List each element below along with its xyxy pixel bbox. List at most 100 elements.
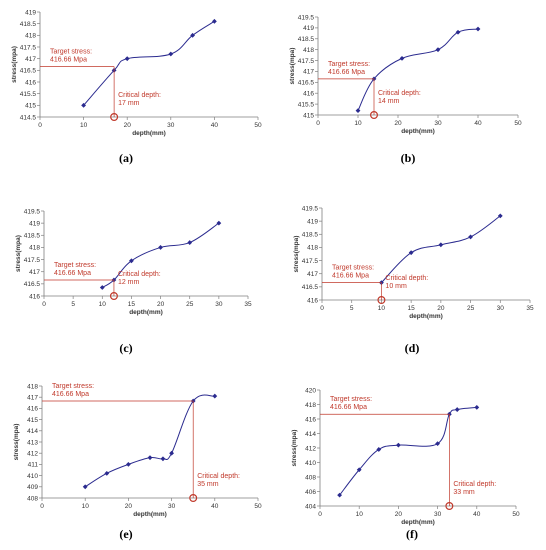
target-stress-line1: Target stress: [328,61,370,68]
data-point [337,492,343,498]
x-tick-label: 20 [157,301,165,308]
critical-depth-annotation: Critical depth: 35 mm [197,473,240,488]
series-line [381,215,501,284]
critical-depth-marker [189,494,198,503]
data-point [435,47,441,53]
data-point [125,461,131,467]
y-tick-label: 419.5 [298,14,315,21]
y-tick-label: 416.5 [24,281,41,288]
y-tick-label: 417 [29,269,40,276]
critical-depth-marker [377,296,386,305]
y-tick-label: 418.5 [302,232,319,239]
x-tick-label: 15 [128,301,136,308]
chart-panel-2: 415 415.5 416 416.5 417 417.5 418 418.5 419 419.5… [289,14,522,165]
y-axis-label: stress(mpa) [13,424,20,461]
y-tick-label: 418 [303,47,314,54]
target-stress-annotation: Target stress: 416.66 Mpa [330,396,372,411]
critical-depth-line2: 14 mm [378,98,400,105]
x-tick-label: 40 [474,120,482,127]
y-tick-label: 420 [305,387,316,394]
data-point [129,258,134,264]
x-tick-label: 10 [378,305,386,312]
data-point [168,51,174,57]
y-tick-label: 410 [27,473,38,480]
data-point [169,450,175,456]
y-tick-label: 418.5 [20,21,37,28]
chart-panel-1: 414.5 415 415.5 416 416.5 417 417.5 418 418.5 419… [11,9,262,165]
critical-depth-annotation: Critical depth: 12 mm [118,271,161,286]
critical-depth-line2: 33 mm [453,489,475,496]
critical-depth-line1: Critical depth: [378,90,421,97]
target-stress-line1: Target stress: [332,265,374,272]
y-tick-label: 416 [29,293,40,300]
target-stress-line2: 416.66 Mpa [54,270,91,277]
y-tick-label: 419.5 [24,208,41,215]
series-line [84,394,215,488]
data-point [124,56,130,62]
data-point [474,404,480,410]
target-stress-line1: Target stress: [50,49,92,56]
y-tick-label: 412 [305,445,316,452]
critical-depth-line2: 17 mm [118,100,140,107]
critical-depth-line1: Critical depth: [197,473,240,480]
y-tick-label: 419 [29,220,40,227]
y-tick-label: 415 [25,103,36,110]
data-point [438,242,444,248]
data-point [356,467,362,473]
x-tick-label: 25 [186,301,194,308]
x-axis-label: depth(mm) [132,130,166,137]
target-stress-line2: 416.66 Mpa [332,273,369,280]
y-tick-label: 418 [25,33,36,40]
x-tick-label: 0 [40,503,44,510]
x-tick-label: 10 [82,503,90,510]
critical-depth-annotation: Critical depth: 14 mm [378,90,421,105]
x-tick-label: 10 [80,122,88,129]
x-tick-label: 40 [211,503,219,510]
critical-depth-line2: 10 mm [385,283,407,290]
panel-label: (c) [119,341,132,355]
data-point [104,470,110,476]
panel-label: (a) [119,151,133,165]
y-tick-label: 416 [303,91,314,98]
x-tick-label: 25 [467,305,475,312]
chart-panel-6: 404 406 408 410 412 414 416 418 420 0 10 20 30 40 50 de… [291,387,520,541]
y-tick-label: 417.5 [302,258,319,265]
critical-depth-annotation: Critical depth: 10 mm [385,275,428,290]
y-tick-label: 415.5 [298,101,315,108]
target-stress-annotation: Target stress: 416.66 Mpa [54,262,96,277]
data-point [211,18,217,24]
series-line [83,20,215,106]
y-axis-label: stress(mpa) [291,430,298,467]
x-axis-label: depth(mm) [409,313,443,320]
y-tick-label: 416.5 [302,284,319,291]
x-tick-label: 35 [526,305,534,312]
y-tick-label: 408 [305,474,316,481]
critical-depth-marker [110,112,119,121]
x-tick-label: 35 [244,301,252,308]
target-stress-line2: 416.66 Mpa [328,69,365,76]
x-tick-label: 40 [211,122,219,129]
y-axis-label: stress(mpa) [15,235,22,272]
x-tick-label: 30 [434,120,442,127]
y-tick-label: 418.5 [24,233,41,240]
critical-depth-annotation: Critical depth: 33 mm [453,481,496,496]
x-tick-label: 30 [434,511,442,518]
data-point [212,393,218,399]
data-point [187,240,193,245]
x-tick-label: 30 [497,305,505,312]
data-point [160,456,166,462]
data-point [147,455,153,461]
y-tick-label: 415.5 [20,91,37,98]
x-tick-label: 5 [71,301,75,308]
x-tick-label: 20 [125,503,133,510]
target-stress-line2: 416.66 Mpa [330,404,367,411]
critical-depth-line1: Critical depth: [385,275,428,282]
x-tick-label: 10 [99,301,107,308]
y-tick-label: 415 [303,112,314,119]
y-tick-label: 404 [305,503,316,510]
critical-depth-marker [445,502,454,511]
y-axis-label: stress(mpa) [289,48,296,85]
critical-depth-line1: Critical depth: [118,92,161,99]
target-stress-line2: 416.66 Mpa [52,391,89,398]
